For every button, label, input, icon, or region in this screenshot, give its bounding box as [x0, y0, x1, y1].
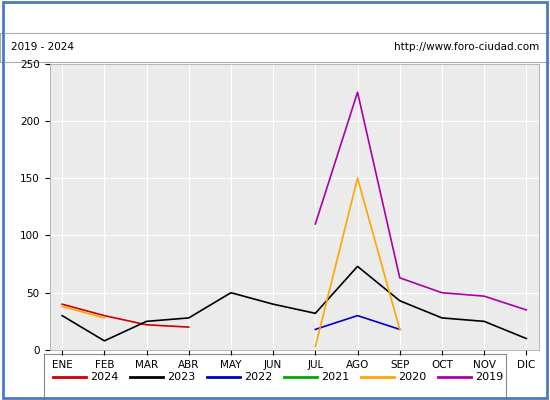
- Text: 2020: 2020: [398, 372, 426, 382]
- Text: http://www.foro-ciudad.com: http://www.foro-ciudad.com: [394, 42, 539, 52]
- Text: 2021: 2021: [321, 372, 349, 382]
- Text: 2024: 2024: [90, 372, 119, 382]
- Text: 2019 - 2024: 2019 - 2024: [11, 42, 74, 52]
- Text: Evolucion Nº Turistas Extranjeros en el municipio de Villaluenga de la Vega: Evolucion Nº Turistas Extranjeros en el …: [8, 10, 542, 23]
- Text: 2023: 2023: [167, 372, 195, 382]
- Text: 2022: 2022: [244, 372, 273, 382]
- Text: 2019: 2019: [475, 372, 503, 382]
